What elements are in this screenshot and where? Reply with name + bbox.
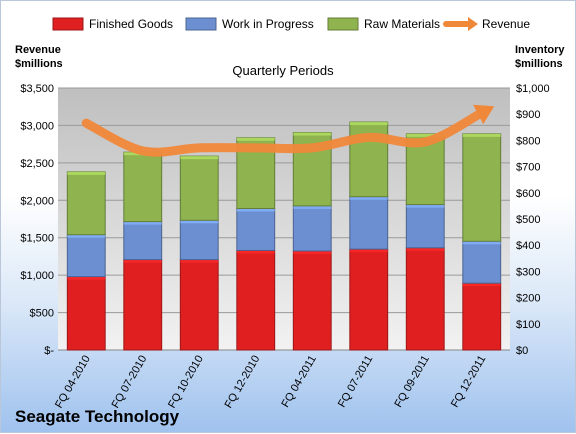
- bar-highlight: [350, 122, 388, 125]
- right-tick-label: $800: [516, 135, 540, 147]
- bar-work-in-progress: [124, 222, 162, 260]
- bar-finished-goods: [293, 251, 331, 350]
- left-tick-label: $2,000: [20, 195, 54, 207]
- legend-swatch-work-in-progress: [186, 18, 216, 30]
- bar-finished-goods: [350, 249, 388, 350]
- bar-finished-goods: [406, 248, 444, 350]
- bar-work-in-progress: [406, 205, 444, 248]
- left-tick-label: $1,000: [20, 270, 54, 282]
- legend-label: Revenue: [482, 17, 530, 31]
- bar-finished-goods: [463, 283, 501, 350]
- right-tick-label: $100: [516, 319, 540, 331]
- bar-finished-goods: [124, 260, 162, 350]
- right-tick-label: $0: [516, 345, 528, 357]
- bar-work-in-progress: [237, 209, 275, 251]
- left-axis-title-line1: Revenue$millions: [15, 44, 63, 70]
- bar-highlight: [463, 134, 501, 137]
- bar-highlight: [180, 156, 218, 159]
- right-tick-label: $900: [516, 109, 540, 121]
- bar-finished-goods: [180, 260, 218, 350]
- x-tick-label: FQ 12-2010: [223, 354, 263, 411]
- x-tick-label: FQ 12-2011: [449, 354, 488, 410]
- legend-arrow: [468, 17, 478, 31]
- company-name: Seagate Technology: [15, 407, 180, 426]
- bar-work-in-progress: [463, 241, 501, 283]
- legend-label: Work in Progress: [222, 17, 314, 31]
- left-tick-label: $3,000: [20, 120, 54, 132]
- bar-finished-goods: [237, 250, 275, 350]
- bar-raw-materials: [180, 156, 218, 220]
- x-tick-label: FQ 04-2011: [280, 354, 319, 410]
- bar-work-in-progress: [350, 197, 388, 249]
- right-tick-label: $400: [516, 240, 540, 252]
- x-tick-label: FQ 07-2011: [336, 354, 375, 410]
- bar-highlight: [67, 172, 105, 175]
- right-axis-ticks: $0 $100 $200 $300 $400 $500 $600 $700 $800 $900 $1…: [516, 83, 550, 357]
- legend-swatch-finished-goods: [53, 18, 83, 30]
- left-tick-label: $-: [44, 345, 54, 357]
- right-tick-label: $1,000: [516, 83, 550, 95]
- x-axis-ticks: FQ 04-2010 FQ 07-2010 FQ 10-2010 FQ 12-2010…: [53, 354, 488, 411]
- bar-raw-materials: [67, 172, 105, 235]
- legend: Finished Goods Work in Progress Raw Materi…: [53, 17, 530, 31]
- bar-highlight: [293, 133, 331, 136]
- left-tick-label: $3,500: [20, 83, 54, 95]
- bar-work-in-progress: [180, 220, 218, 259]
- x-tick-label: FQ 09-2011: [393, 354, 432, 410]
- legend-label: Finished Goods: [89, 17, 173, 31]
- bar-work-in-progress: [293, 206, 331, 251]
- bar-raw-materials: [463, 134, 501, 241]
- x-tick-label: FQ 10-2010: [166, 354, 206, 411]
- right-tick-label: $700: [516, 162, 540, 174]
- right-tick-label: $500: [516, 214, 540, 226]
- x-tick-label: FQ 07-2010: [110, 354, 150, 411]
- right-tick-label: $200: [516, 293, 540, 305]
- right-axis-title-line1: Inventory$millions: [515, 44, 565, 70]
- left-tick-label: $500: [30, 308, 54, 320]
- bar-finished-goods: [67, 277, 105, 350]
- right-tick-label: $300: [516, 266, 540, 278]
- left-axis-ticks: $- $500 $1,000 $1,500 $2,000 $2,500 $3,000 $3,5…: [20, 83, 54, 357]
- legend-swatch-raw-materials: [328, 18, 358, 30]
- left-tick-label: $2,500: [20, 158, 54, 170]
- left-tick-label: $1,500: [20, 233, 54, 245]
- bar-raw-materials: [124, 152, 162, 221]
- bar-work-in-progress: [67, 235, 105, 277]
- legend-label: Raw Materials: [364, 17, 440, 31]
- chart-title: Quarterly Periods: [232, 63, 334, 78]
- x-tick-label: FQ 04-2010: [53, 354, 93, 411]
- right-tick-label: $600: [516, 188, 540, 200]
- bar-highlight: [237, 138, 275, 141]
